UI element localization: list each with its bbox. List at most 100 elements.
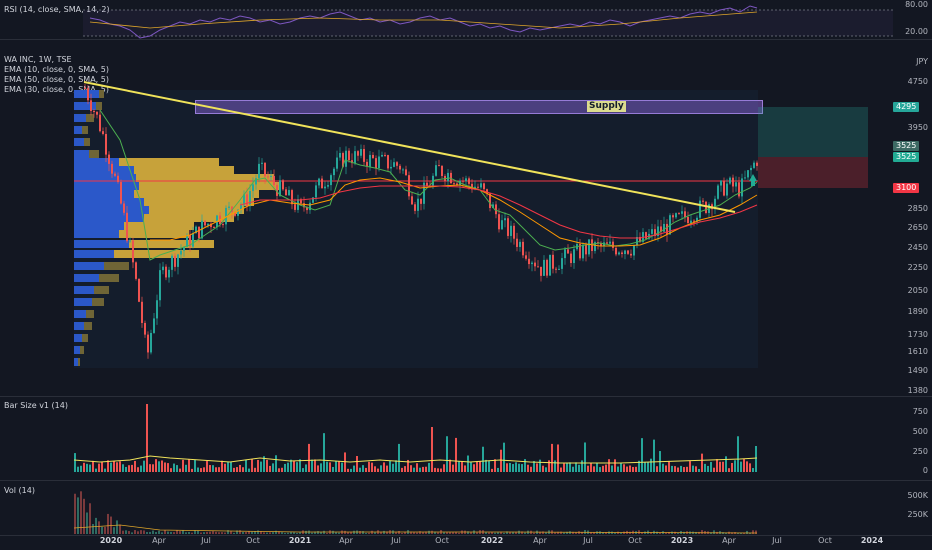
volume-bar [281,532,283,534]
candle-body [621,252,623,255]
barsize-bar [149,464,151,472]
price-axis[interactable]: JPY 80.00 20.00 4750 3950 2850 2650 2450… [893,0,932,550]
volume-bar [362,531,364,534]
volume-bar [452,532,454,534]
time-tick: Apr [722,536,736,545]
price-tick: 1490 [907,366,928,375]
candle-body [480,183,482,188]
candle-body [738,182,740,197]
candle-body [528,258,530,265]
profile-bar [124,222,194,230]
barsize-bar [113,461,115,472]
volume-bar [230,531,232,534]
barsize-bar [380,465,382,472]
profile-bar [134,190,259,198]
barsize-bar [452,464,454,472]
barsize-bar [719,461,721,472]
candle-body [138,278,140,302]
candle-body [606,242,608,244]
volume-bar [272,532,274,534]
volume-bar [134,530,136,534]
volume-bar [521,531,523,534]
barsize-bar [308,443,310,472]
volume-bar [350,531,352,534]
barsize-bar [497,467,499,472]
vol-tick: 250K [907,510,928,519]
candle-body [558,268,560,270]
divider [0,396,932,397]
barsize-bar [689,461,691,472]
barsize-bar [200,468,202,472]
barsize-bar [509,462,511,472]
candle-body [108,154,110,164]
barsize-bar [347,468,349,472]
barsize-bar [116,462,118,472]
barsize-bar [326,461,328,472]
profile-bar [114,250,199,258]
barsize-bar [440,468,442,472]
volume-bar [419,531,421,534]
barsize-bar [143,460,145,472]
price-badge: 4295 [893,102,920,112]
candle-body [357,151,359,156]
candle-body [519,241,521,247]
candle-body [183,247,185,251]
barsize-bar [185,464,187,472]
barsize-bar [755,446,757,472]
price-chart[interactable] [0,0,893,400]
candle-body [144,322,146,335]
price-tick: 1380 [907,386,928,395]
ema30-label: EMA (30, close, 0, SMA, 5) [4,85,109,94]
barsize-bar [158,461,160,472]
barsize-tick: 500 [912,427,928,436]
volume-bar [311,532,313,534]
barsize-bar [722,461,724,472]
candle-body [381,154,383,157]
volume-bar [212,531,214,534]
candle-body [189,235,191,247]
barsize-bar [290,459,292,472]
barsize-bar [254,467,256,472]
candle-body [462,180,464,182]
profile-bar [86,310,94,318]
barsize-bar [305,464,307,472]
barsize-bar [542,465,544,472]
time-tick: Jul [583,536,593,545]
candle-body [435,165,437,176]
volume-bar [446,532,448,534]
time-tick: 2024 [860,536,884,545]
candle-body [612,241,614,248]
candle-body [609,241,611,244]
profile-bar [84,322,92,330]
volume-profile [74,90,279,366]
profile-bar [74,166,134,174]
barsize-bar [95,468,97,472]
candle-body [420,198,422,204]
profile-bar [144,214,234,222]
supply-label: Supply [587,101,626,112]
barsize-bar [101,461,103,472]
volume-bar [398,530,400,534]
barsize-bar [344,452,346,472]
barsize-tick: 250 [912,447,928,456]
time-tick: Oct [435,536,449,545]
currency-label: JPY [916,57,928,66]
volume-bar [260,531,262,534]
candle-body [129,240,131,242]
profile-bar [74,150,89,158]
barsize-bar [572,466,574,472]
profile-bar [74,322,84,330]
barsize-bar [599,467,601,472]
barsize-bar [500,449,502,472]
volume-bar [104,526,106,534]
candle-body [573,249,575,264]
barsize-bar [698,468,700,472]
candle-body [321,178,323,189]
volume-bar [95,517,97,534]
barsize-bar [317,465,319,472]
barsize-bar [539,459,541,472]
candle-body [516,238,518,247]
volume-bar [593,532,595,534]
volume-bar [83,498,85,534]
candle-body [483,183,485,190]
